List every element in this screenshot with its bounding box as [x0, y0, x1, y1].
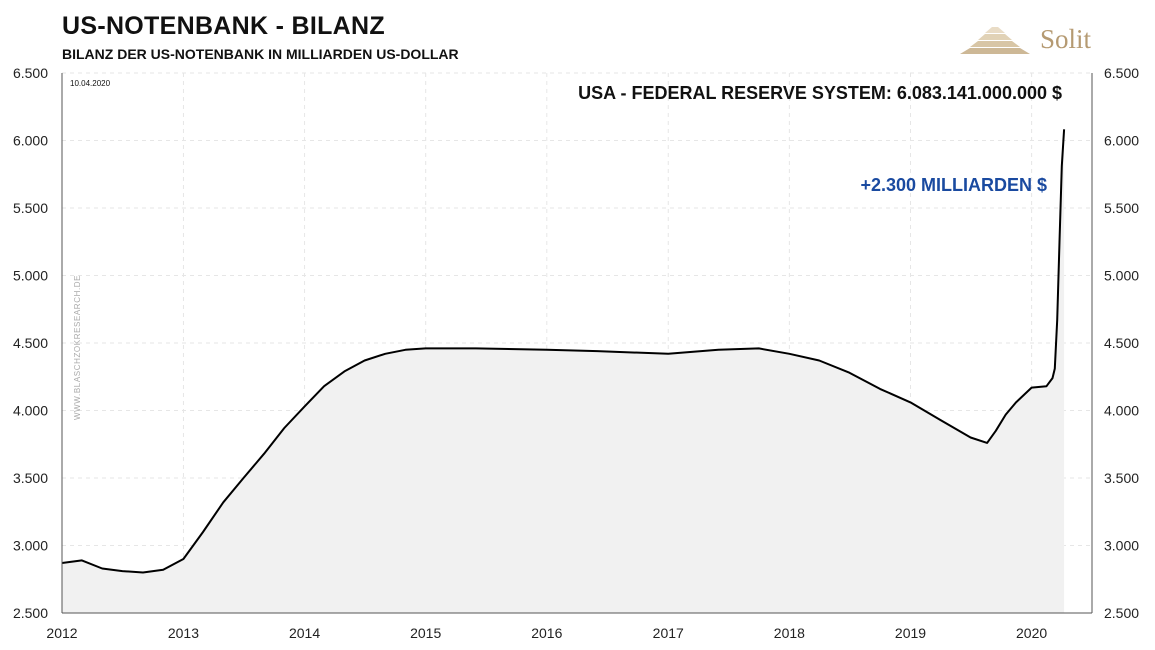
- chart-title: US-NOTENBANK - BILANZ: [62, 12, 385, 40]
- chart-frame: [61, 73, 1093, 614]
- y-tick-label-right: 4.500: [1104, 335, 1139, 351]
- watermark-text: WWW.BLASCHZOKRESEARCH.DE: [73, 275, 82, 420]
- x-tick-label: 2015: [410, 625, 441, 641]
- y-tick-label-right: 5.500: [1104, 200, 1139, 216]
- y-axis-left: 2.500 3.000 3.500 4.000 4.500 5.000 5.500 6.000…: [13, 65, 48, 621]
- date-label: 10.04.2020: [70, 79, 111, 88]
- solit-logo-icon: [960, 27, 1030, 54]
- y-tick-label-right: 3.500: [1104, 470, 1139, 486]
- x-tick-label: 2017: [653, 625, 684, 641]
- y-axis-right: 2.500 3.000 3.500 4.000 4.500 5.000 5.500 6.000…: [1104, 65, 1139, 621]
- chart-subtitle: BILANZ DER US-NOTENBANK IN MILLIARDEN US…: [62, 46, 459, 62]
- y-tick-label-left: 3.500: [13, 470, 48, 486]
- x-tick-label: 2014: [289, 625, 320, 641]
- logo-text: Solit: [1040, 24, 1092, 54]
- y-tick-label-left: 5.000: [13, 268, 48, 284]
- y-tick-label-left: 2.500: [13, 605, 48, 621]
- total-label: USA - FEDERAL RESERVE SYSTEM: 6.083.141.…: [578, 83, 1062, 103]
- y-tick-label-left: 5.500: [13, 200, 48, 216]
- y-tick-label-left: 6.000: [13, 133, 48, 149]
- y-tick-label-right: 6.500: [1104, 65, 1139, 81]
- x-tick-label: 2016: [531, 625, 562, 641]
- y-tick-label-left: 6.500: [13, 65, 48, 81]
- y-tick-label-right: 2.500: [1104, 605, 1139, 621]
- y-tick-label-left: 3.000: [13, 538, 48, 554]
- x-tick-label: 2012: [46, 625, 77, 641]
- y-tick-label-left: 4.500: [13, 335, 48, 351]
- y-tick-label-right: 3.000: [1104, 538, 1139, 554]
- increase-label: +2.300 MILLIARDEN $: [860, 175, 1047, 195]
- series-area: [62, 129, 1065, 614]
- x-tick-label: 2020: [1016, 625, 1047, 641]
- series-line: [61, 129, 1066, 574]
- y-tick-label-right: 4.000: [1104, 403, 1139, 419]
- x-tick-label: 2013: [168, 625, 199, 641]
- y-tick-label-left: 4.000: [13, 403, 48, 419]
- x-tick-label: 2018: [774, 625, 805, 641]
- y-tick-label-right: 6.000: [1104, 133, 1139, 149]
- x-tick-label: 2019: [895, 625, 926, 641]
- y-tick-label-right: 5.000: [1104, 268, 1139, 284]
- x-axis: 2012 2013 2014 2015 2016 2017 2018 2019 2020: [46, 625, 1047, 641]
